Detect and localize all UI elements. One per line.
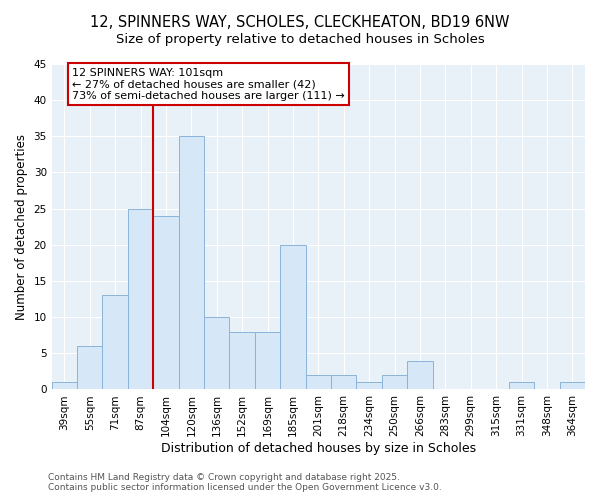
Bar bbox=[204, 317, 229, 390]
Text: 12, SPINNERS WAY, SCHOLES, CLECKHEATON, BD19 6NW: 12, SPINNERS WAY, SCHOLES, CLECKHEATON, … bbox=[90, 15, 510, 30]
Bar bbox=[153, 216, 179, 390]
Bar bbox=[356, 382, 382, 390]
Bar bbox=[382, 375, 407, 390]
Bar bbox=[280, 245, 305, 390]
Bar bbox=[255, 332, 280, 390]
Bar bbox=[103, 296, 128, 390]
Bar bbox=[179, 136, 204, 390]
Bar bbox=[331, 375, 356, 390]
Bar bbox=[52, 382, 77, 390]
Text: Contains HM Land Registry data © Crown copyright and database right 2025.
Contai: Contains HM Land Registry data © Crown c… bbox=[48, 473, 442, 492]
Bar bbox=[560, 382, 585, 390]
Bar bbox=[509, 382, 534, 390]
Y-axis label: Number of detached properties: Number of detached properties bbox=[15, 134, 28, 320]
Bar bbox=[77, 346, 103, 390]
Bar bbox=[407, 360, 433, 390]
X-axis label: Distribution of detached houses by size in Scholes: Distribution of detached houses by size … bbox=[161, 442, 476, 455]
Bar bbox=[128, 208, 153, 390]
Bar bbox=[305, 375, 331, 390]
Text: Size of property relative to detached houses in Scholes: Size of property relative to detached ho… bbox=[116, 32, 484, 46]
Text: 12 SPINNERS WAY: 101sqm
← 27% of detached houses are smaller (42)
73% of semi-de: 12 SPINNERS WAY: 101sqm ← 27% of detache… bbox=[72, 68, 345, 101]
Bar bbox=[229, 332, 255, 390]
